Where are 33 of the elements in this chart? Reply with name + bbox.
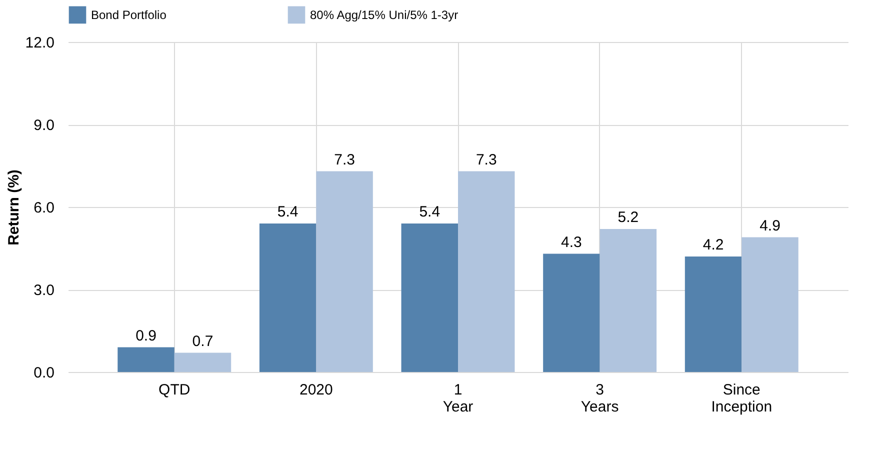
- data-label: 4.9: [760, 217, 780, 234]
- data-label: 0.7: [192, 332, 214, 350]
- y-tick-label: 6.0: [34, 200, 54, 216]
- bar: [259, 224, 316, 372]
- y-tick-label: 12.0: [25, 34, 54, 52]
- x-tick-label: Since Inception: [711, 382, 772, 416]
- data-label: 5.4: [277, 204, 298, 220]
- bar: [118, 347, 174, 372]
- bar: [600, 229, 657, 372]
- data-label: 7.3: [476, 151, 497, 168]
- x-tick-label: 2020: [299, 382, 333, 398]
- data-label: 4.2: [702, 236, 724, 254]
- legend-label: 80% Agg/15% Uni/5% 1-3yr: [310, 8, 458, 22]
- bar: [458, 171, 515, 372]
- bar: [174, 352, 232, 372]
- data-label: 5.2: [618, 209, 639, 226]
- legend-label: Bond Portfolio: [91, 8, 167, 22]
- data-label: 5.4: [419, 204, 440, 220]
- x-tick-label: 1 Year: [442, 382, 474, 416]
- y-tick-label: 0.0: [34, 364, 54, 382]
- bar: [316, 171, 373, 372]
- y-axis-title: Return (%): [5, 170, 22, 246]
- bar: [684, 256, 742, 372]
- bar: [543, 254, 600, 372]
- data-label: 0.9: [136, 327, 156, 344]
- y-tick-label: 9.0: [34, 117, 54, 134]
- y-tick-label: 3.0: [34, 282, 54, 299]
- data-label: 4.3: [561, 234, 582, 251]
- data-label: 7.3: [334, 151, 355, 168]
- x-tick-label: 3 Years: [580, 382, 619, 416]
- bar: [401, 224, 458, 372]
- x-tick-label: QTD: [158, 382, 190, 398]
- bar: [742, 237, 798, 372]
